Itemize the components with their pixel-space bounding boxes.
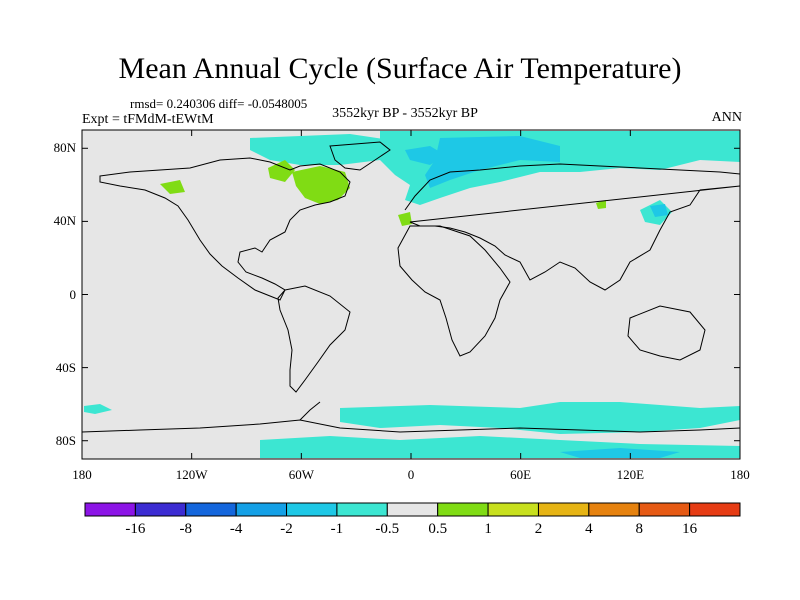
colorbar-label: 2 bbox=[534, 521, 543, 537]
season-label: ANN bbox=[711, 110, 742, 125]
colorbar-swatch bbox=[386, 502, 439, 517]
hudson-positive-anomaly bbox=[268, 160, 295, 182]
x-tick-label: 120E bbox=[616, 467, 645, 482]
colorbar-swatch bbox=[689, 502, 741, 517]
stats-label: rmsd= 0.240306 diff= -0.0548005 bbox=[130, 96, 308, 111]
coastline-antarctic-peninsula bbox=[299, 401, 321, 421]
coastline-africa bbox=[397, 225, 511, 357]
colorbar-swatch bbox=[638, 502, 691, 517]
coastline-eurasia bbox=[404, 163, 741, 291]
colorbar-label: 1 bbox=[484, 521, 492, 537]
colorbar-swatch bbox=[286, 502, 338, 517]
southern-ocean-anomaly-1 bbox=[340, 402, 740, 434]
coastline-antarctica bbox=[81, 419, 741, 433]
labrador-positive-anomaly bbox=[292, 166, 350, 204]
colorbar-swatch bbox=[336, 502, 388, 517]
alaska-positive-anomaly bbox=[160, 180, 185, 194]
x-tick-label: 120W bbox=[175, 467, 208, 482]
colorbar-label: -8 bbox=[179, 521, 193, 537]
colorbar-label: 0.5 bbox=[428, 521, 448, 537]
arctic-mid-anomaly bbox=[425, 136, 560, 188]
colorbar-label: 4 bbox=[585, 521, 593, 537]
coastline-australia bbox=[627, 305, 706, 361]
y-tick-label: 80N bbox=[53, 140, 76, 156]
period-label: 3552kyr BP - 3552kyr BP bbox=[332, 106, 478, 121]
colorbar-label: -2 bbox=[280, 521, 293, 537]
canada-negative-anomaly bbox=[250, 134, 390, 165]
colorbar-swatch bbox=[588, 502, 640, 517]
y-tick-label: 0 bbox=[69, 286, 77, 302]
y-tick-label: 40S bbox=[55, 359, 76, 375]
colorbar-swatch bbox=[437, 502, 489, 517]
x-tick-label: 60E bbox=[510, 467, 532, 482]
southern-ocean-anomaly-2 bbox=[84, 404, 112, 414]
experiment-label: Expt = tFMdM-tEWtM bbox=[82, 112, 214, 127]
x-tick-label: 0 bbox=[407, 467, 415, 482]
plot-title: Mean Annual Cycle (Surface Air Temperatu… bbox=[118, 52, 682, 85]
colorbar-swatch bbox=[84, 502, 136, 517]
europe-positive-anomaly bbox=[398, 212, 412, 226]
colorbar-swatch bbox=[235, 502, 288, 517]
colorbar-swatch bbox=[537, 502, 590, 517]
x-tick-label: 180 bbox=[730, 467, 750, 482]
colorbar bbox=[84, 502, 741, 517]
colorbar-swatch bbox=[487, 502, 539, 517]
colorbar-label: -16 bbox=[125, 521, 146, 537]
ross-sea-anomaly bbox=[560, 448, 680, 458]
coastlines bbox=[81, 141, 741, 433]
colorbar-swatch bbox=[134, 502, 187, 517]
x-tick-label: 180 bbox=[72, 467, 92, 482]
y-tick-label: 80S bbox=[55, 432, 76, 448]
x-tick-label: 60W bbox=[288, 467, 314, 482]
map-ticks bbox=[81, 130, 741, 459]
colorbar-label: 16 bbox=[682, 521, 698, 537]
y-tick-label: 40N bbox=[53, 213, 76, 229]
colorbar-label: 8 bbox=[635, 521, 643, 537]
map-panel bbox=[81, 129, 741, 460]
scandinavia-anomaly bbox=[405, 146, 445, 165]
colorbar-label: -4 bbox=[229, 521, 243, 537]
colorbar-label: -0.5 bbox=[375, 521, 400, 537]
coastline-south-america bbox=[277, 285, 351, 393]
colorbar-label: -1 bbox=[330, 521, 344, 537]
pacific-negative-anomaly bbox=[650, 204, 668, 217]
anomaly-field bbox=[84, 131, 740, 458]
colorbar-swatch bbox=[185, 502, 237, 517]
siberia-positive-anomaly bbox=[596, 200, 606, 209]
coastline-greenland bbox=[329, 141, 391, 171]
coastline-north-america bbox=[99, 157, 351, 301]
